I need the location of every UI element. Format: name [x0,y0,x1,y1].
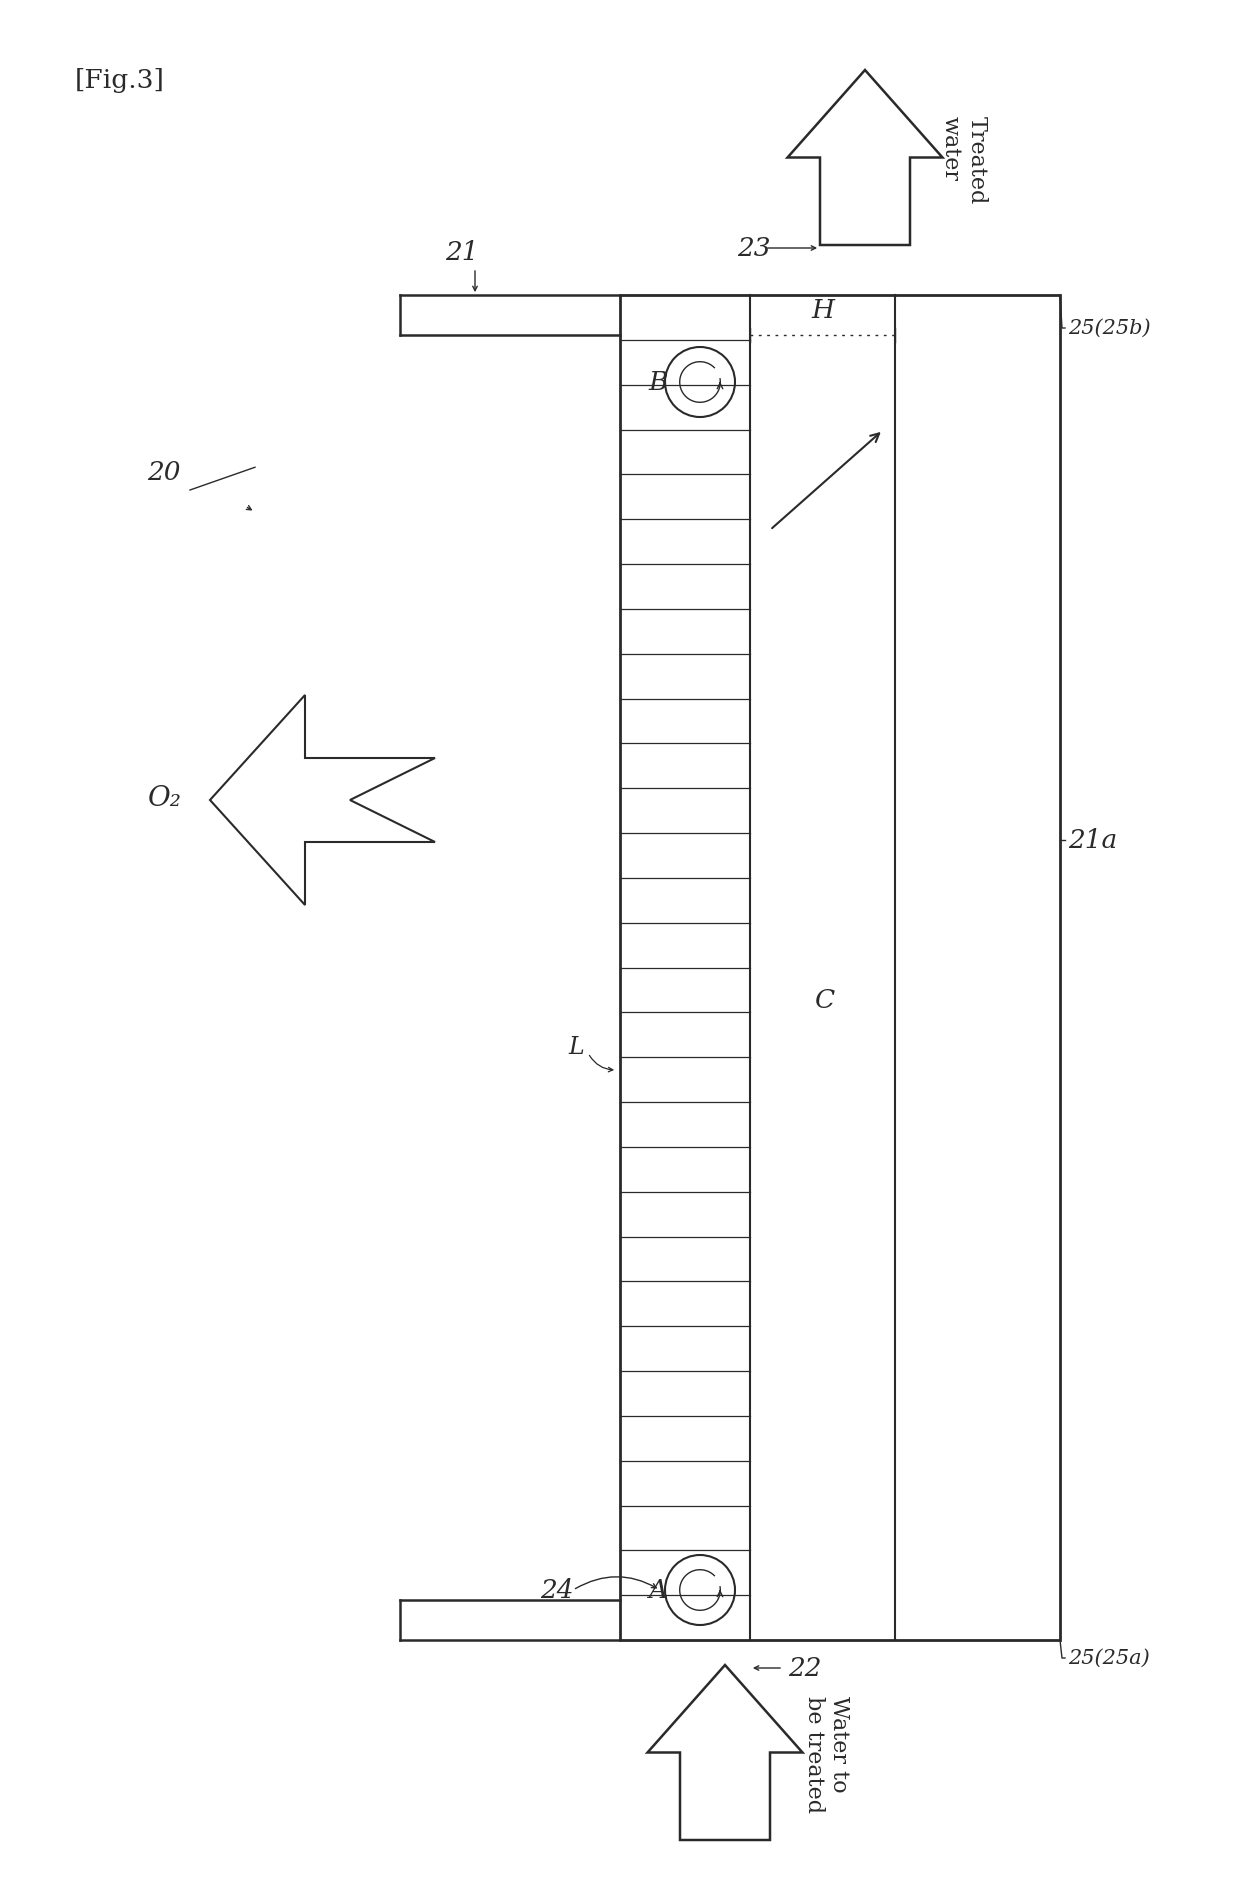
Polygon shape [647,1664,802,1840]
Text: 21a: 21a [1068,827,1117,852]
Text: Water to
be treated: Water to be treated [804,1696,851,1813]
Text: B: B [649,370,667,395]
Text: 20: 20 [148,461,181,485]
Text: 24: 24 [539,1577,573,1602]
Polygon shape [787,70,942,246]
Text: 25(25a): 25(25a) [1068,1649,1149,1668]
Text: Treated
water: Treated water [940,115,987,204]
Polygon shape [210,695,435,905]
Text: 21: 21 [445,240,479,266]
Text: C: C [815,988,835,1013]
Text: L: L [568,1037,584,1060]
Text: [Fig.3]: [Fig.3] [74,68,165,93]
Text: 22: 22 [787,1655,821,1681]
Text: O₂: O₂ [148,784,182,812]
Text: H: H [811,297,835,323]
Bar [620,295,1060,1640]
Text: 25(25b): 25(25b) [1068,319,1151,338]
Text: 23: 23 [737,236,770,261]
Text: A: A [649,1577,667,1602]
